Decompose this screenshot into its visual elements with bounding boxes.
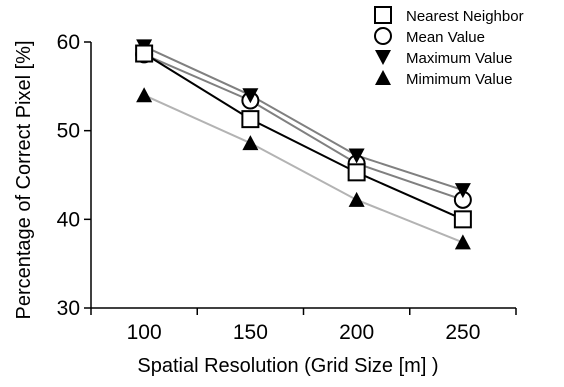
legend-marker-1 xyxy=(374,6,392,24)
y-tick-label: 40 xyxy=(57,208,80,231)
data-point-series-1 xyxy=(453,210,472,229)
y-tick-label: 30 xyxy=(57,297,80,320)
series-line-1 xyxy=(143,52,464,221)
data-point-series-4 xyxy=(348,191,365,207)
x-tick-label: 150 xyxy=(233,321,268,344)
x-tick-label: 250 xyxy=(445,321,480,344)
series-line-3 xyxy=(143,45,464,192)
data-point-series-1 xyxy=(135,44,154,63)
legend-marker-4 xyxy=(375,70,391,85)
legend-marker-3 xyxy=(375,50,391,65)
legend-label-4: Mimimum Value xyxy=(406,71,512,88)
data-point-series-3 xyxy=(454,183,471,199)
data-point-series-1 xyxy=(241,110,260,129)
axes: 30 40 50 60 100 150 200 250 xyxy=(57,31,517,344)
data-point-series-3 xyxy=(348,148,365,164)
data-point-series-4 xyxy=(454,234,471,250)
legend-label-1: Nearest Neighbor xyxy=(406,8,524,25)
y-tick-label: 50 xyxy=(57,120,80,143)
data-point-series-4 xyxy=(136,87,153,103)
legend-label-2: Mean Value xyxy=(406,29,485,46)
legend-label-3: Maximum Value xyxy=(406,50,512,67)
legend: Nearest Neighbor Mean Value Maximum Value M… xyxy=(374,6,524,88)
data-point-series-1 xyxy=(347,163,366,182)
y-tick-label: 60 xyxy=(57,31,80,54)
legend-marker-2 xyxy=(374,27,392,45)
data-point-series-4 xyxy=(242,135,259,151)
x-tick-label: 100 xyxy=(127,321,162,344)
x-tick-label: 200 xyxy=(339,321,374,344)
x-axis-title: Spatial Resolution (Grid Size [m] ) xyxy=(137,355,438,377)
y-axis-title: Percentage of Correct Pixel [%] xyxy=(13,40,35,319)
series-line-4 xyxy=(143,94,464,244)
data-point-series-3 xyxy=(242,88,259,104)
series-line-2 xyxy=(143,53,464,201)
series-layer xyxy=(135,39,472,250)
